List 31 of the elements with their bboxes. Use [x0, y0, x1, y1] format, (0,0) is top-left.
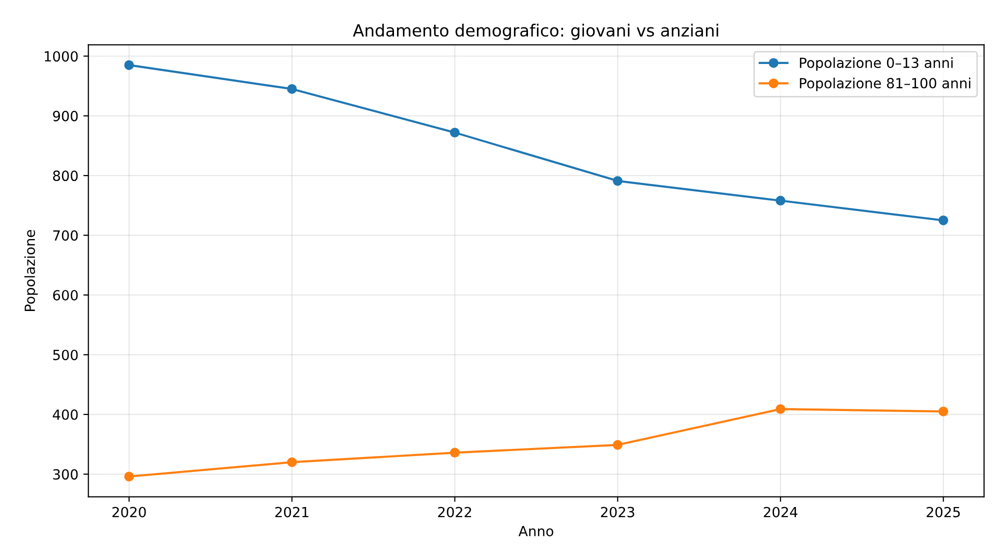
point — [612, 440, 623, 450]
x-tick-label: 2020 — [112, 506, 146, 518]
x-axis-title: Anno — [518, 526, 554, 536]
legend-label: Popolazione 81–100 anni — [800, 78, 970, 92]
point — [124, 60, 134, 70]
legend-label: Popolazione 0–13 anni — [800, 57, 953, 71]
point — [450, 128, 460, 138]
y-tick-label: 700 — [53, 230, 78, 241]
point — [450, 448, 460, 458]
x-tick-label: 2023 — [600, 506, 634, 518]
point — [776, 404, 786, 414]
point — [287, 84, 297, 94]
y-tick-label: 400 — [52, 409, 78, 420]
point — [938, 215, 948, 226]
point — [776, 196, 786, 206]
point — [124, 472, 134, 482]
y-tick-label: 900 — [53, 110, 78, 122]
x-tick-label: 2025 — [926, 506, 960, 518]
y-tick-label: 300 — [53, 469, 78, 480]
point — [612, 176, 623, 186]
x-tick-label: 2022 — [438, 506, 472, 518]
x-tick-label: 2024 — [764, 506, 798, 518]
point — [938, 406, 948, 416]
y-tick-label: 600 — [53, 290, 78, 300]
y-tick-label: 500 — [53, 350, 78, 360]
y-tick-label: 1000 — [44, 51, 78, 62]
chart-title: Andamento demografico: giovani vs anziani — [352, 24, 718, 40]
y-axis-title: Popolazione — [24, 230, 38, 311]
point — [287, 457, 297, 468]
y-tick-label: 800 — [53, 170, 78, 182]
x-tick-label: 2021 — [275, 506, 308, 518]
